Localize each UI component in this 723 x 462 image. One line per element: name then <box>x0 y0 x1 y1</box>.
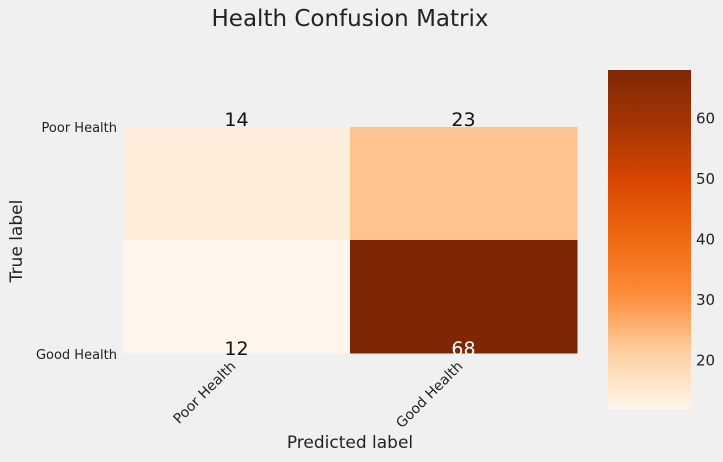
cell-value-label-0-0: 14 <box>224 109 248 131</box>
colorbar-tick-50: 50 <box>696 170 715 188</box>
colorbar-tick-labels: 20 30 40 50 60 <box>696 109 715 369</box>
colorbar <box>608 70 691 409</box>
heatmap-cell-labels: 14 23 12 68 <box>224 109 475 360</box>
chart-title: Health Confusion Matrix <box>212 6 489 32</box>
y-tick-label-1: Good Health <box>36 348 117 363</box>
cell-value-label-1-1: 68 <box>451 338 475 360</box>
colorbar-tick-60: 60 <box>696 109 715 127</box>
y-tick-label-0: Poor Health <box>42 121 117 136</box>
x-axis-label: Predicted label <box>287 433 413 453</box>
cell-value-label-1-0: 12 <box>224 338 248 360</box>
heatmap-cell-1-0 <box>123 240 351 354</box>
heatmap-cell-0-1 <box>350 127 578 241</box>
colorbar-tick-30: 30 <box>696 291 715 309</box>
colorbar-tick-40: 40 <box>696 231 715 249</box>
heatmap-cell-0-0 <box>123 127 351 241</box>
colorbar-tick-20: 20 <box>696 352 715 370</box>
y-tick-labels: Poor Health Good Health <box>36 121 117 363</box>
heatmap-cell-1-1 <box>350 240 578 354</box>
y-axis-label: True label <box>7 200 27 284</box>
cell-value-label-0-1: 23 <box>451 109 475 131</box>
heatmap-cells <box>123 127 578 354</box>
